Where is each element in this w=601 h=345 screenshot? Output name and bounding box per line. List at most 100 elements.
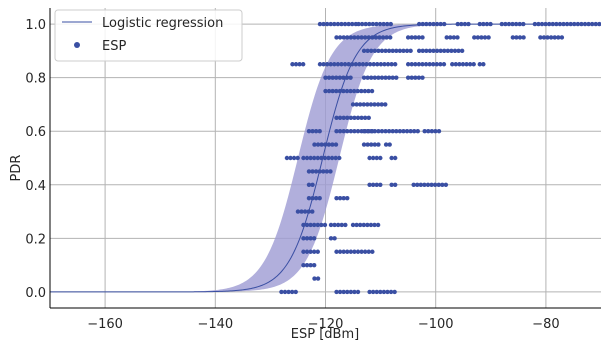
esp-point bbox=[326, 88, 332, 94]
esp-point bbox=[334, 289, 339, 295]
esp-point bbox=[372, 48, 378, 54]
esp-point bbox=[404, 48, 410, 54]
esp-point bbox=[301, 155, 306, 161]
esp-point bbox=[416, 62, 422, 67]
esp-point bbox=[301, 249, 306, 254]
esp-point bbox=[339, 21, 344, 27]
esp-point bbox=[341, 249, 346, 254]
esp-point bbox=[467, 62, 473, 67]
esp-point bbox=[449, 48, 454, 54]
esp-point bbox=[365, 102, 370, 107]
esp-point bbox=[350, 102, 356, 107]
esp-point bbox=[334, 129, 339, 134]
esp-point bbox=[337, 289, 343, 295]
esp-point bbox=[370, 249, 375, 254]
esp-point bbox=[369, 142, 374, 147]
esp-point bbox=[293, 62, 299, 67]
esp-point bbox=[397, 129, 403, 134]
esp-point bbox=[425, 182, 431, 187]
esp-point bbox=[359, 115, 364, 121]
esp-point bbox=[372, 222, 377, 228]
esp-point bbox=[355, 115, 361, 121]
esp-point bbox=[335, 21, 341, 27]
esp-point bbox=[348, 129, 354, 134]
esp-point bbox=[481, 62, 486, 67]
esp-point bbox=[375, 62, 380, 67]
esp-point bbox=[453, 62, 459, 67]
esp-point bbox=[290, 62, 295, 67]
esp-point bbox=[415, 182, 420, 187]
esp-point bbox=[361, 102, 366, 107]
esp-point bbox=[559, 35, 565, 40]
esp-point bbox=[394, 48, 399, 54]
esp-point bbox=[355, 129, 361, 134]
esp-point bbox=[424, 48, 429, 54]
esp-point bbox=[394, 75, 399, 80]
esp-point bbox=[361, 142, 367, 147]
esp-point bbox=[376, 142, 381, 147]
esp-point bbox=[308, 262, 313, 268]
esp-point bbox=[413, 62, 418, 67]
esp-point bbox=[346, 21, 351, 27]
esp-point bbox=[372, 129, 378, 134]
esp-point bbox=[384, 35, 389, 40]
esp-point bbox=[381, 21, 386, 27]
esp-point bbox=[420, 62, 425, 67]
esp-point bbox=[306, 169, 312, 174]
esp-point bbox=[366, 115, 371, 121]
esp-point bbox=[405, 62, 411, 67]
esp-point bbox=[375, 102, 381, 107]
esp-point bbox=[328, 62, 333, 67]
esp-point bbox=[352, 115, 357, 121]
esp-point bbox=[341, 289, 346, 295]
esp-point bbox=[295, 155, 300, 161]
esp-point bbox=[378, 155, 383, 161]
esp-point bbox=[348, 115, 354, 121]
esp-point bbox=[344, 88, 350, 94]
esp-point bbox=[401, 129, 406, 134]
esp-point bbox=[337, 115, 343, 121]
esp-point bbox=[382, 62, 387, 67]
esp-point bbox=[341, 195, 346, 201]
esp-point bbox=[365, 129, 370, 134]
esp-point bbox=[348, 35, 354, 40]
esp-point bbox=[326, 142, 332, 147]
esp-point bbox=[350, 21, 355, 27]
esp-point bbox=[297, 62, 302, 67]
esp-point bbox=[304, 222, 310, 228]
esp-point bbox=[359, 249, 364, 254]
esp-point bbox=[431, 62, 436, 67]
esp-point bbox=[390, 129, 395, 134]
esp-point bbox=[332, 21, 337, 27]
esp-point bbox=[456, 48, 461, 54]
esp-point bbox=[345, 35, 350, 40]
esp-point bbox=[442, 48, 447, 54]
esp-point bbox=[409, 62, 414, 67]
esp-point bbox=[366, 249, 371, 254]
esp-point bbox=[337, 155, 342, 161]
esp-point bbox=[378, 62, 384, 67]
esp-point bbox=[405, 75, 411, 80]
esp-point bbox=[388, 35, 393, 40]
esp-point bbox=[415, 129, 420, 134]
esp-point bbox=[306, 182, 312, 187]
esp-point bbox=[412, 129, 417, 134]
esp-point bbox=[362, 249, 368, 254]
esp-point bbox=[323, 75, 328, 80]
esp-point bbox=[422, 129, 427, 134]
esp-point bbox=[420, 35, 425, 40]
esp-point bbox=[308, 249, 313, 254]
esp-point bbox=[367, 182, 372, 187]
esp-point bbox=[409, 75, 414, 80]
esp-point bbox=[367, 289, 372, 295]
esp-point bbox=[301, 236, 306, 241]
esp-point bbox=[312, 262, 317, 268]
esp-point bbox=[361, 129, 367, 134]
esp-point bbox=[451, 35, 457, 40]
esp-point bbox=[341, 88, 346, 94]
esp-point bbox=[371, 62, 376, 67]
esp-point bbox=[383, 48, 388, 54]
esp-point bbox=[374, 21, 379, 27]
esp-point bbox=[380, 35, 386, 40]
